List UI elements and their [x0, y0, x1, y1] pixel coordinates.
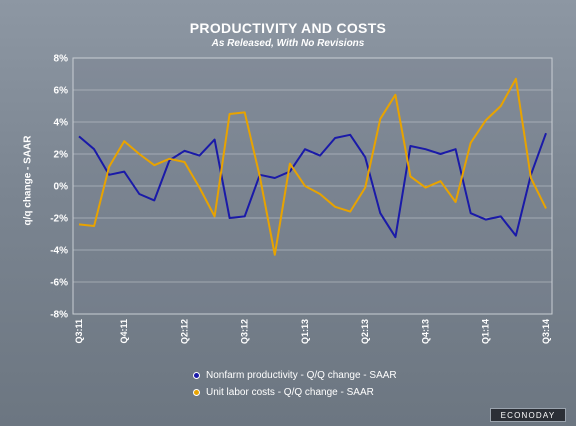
legend: Nonfarm productivity - Q/Q change - SAAR…	[193, 367, 397, 401]
series-line-productivity	[78, 132, 547, 239]
legend-item-productivity: Nonfarm productivity - Q/Q change - SAAR	[193, 367, 397, 384]
x-tick-label: Q2:12	[179, 319, 189, 344]
y-tick-label: -8%	[50, 310, 68, 321]
y-tick-label: 2%	[54, 150, 69, 161]
econoday-logo: ECONODAY	[490, 408, 566, 422]
x-tick-label: Q1:13	[300, 319, 310, 344]
y-tick-label: 8%	[54, 54, 69, 65]
legend-marker-unit-labor-costs	[193, 389, 200, 396]
chart-subtitle: As Released, With No Revisions	[211, 38, 365, 49]
y-tick-label: 6%	[54, 86, 69, 97]
legend-item-unit-labor-costs: Unit labor costs - Q/Q change - SAAR	[193, 384, 397, 401]
x-tick-label: Q2:13	[360, 319, 370, 344]
x-tick-label: Q3:11	[74, 319, 84, 344]
legend-label-productivity: Nonfarm productivity - Q/Q change - SAAR	[206, 370, 397, 381]
chart-title: PRODUCTIVITY AND COSTS	[189, 20, 387, 36]
legend-marker-productivity	[193, 372, 200, 379]
x-tick-label: Q4:13	[420, 319, 430, 344]
y-tick-label: -6%	[50, 278, 68, 289]
y-tick-label: 4%	[54, 118, 69, 129]
x-tick-label: Q1:14	[481, 319, 491, 344]
series-line-unit-labor-costs	[78, 77, 547, 256]
y-tick-label: -4%	[50, 246, 68, 257]
x-tick-label: Q4:11	[119, 319, 129, 344]
y-tick-label: 0%	[54, 182, 69, 193]
x-tick-label: Q3:12	[240, 319, 250, 344]
y-tick-label: -2%	[50, 214, 68, 225]
x-tick-label: Q3:14	[541, 319, 551, 344]
legend-label-unit-labor-costs: Unit labor costs - Q/Q change - SAAR	[206, 387, 374, 398]
